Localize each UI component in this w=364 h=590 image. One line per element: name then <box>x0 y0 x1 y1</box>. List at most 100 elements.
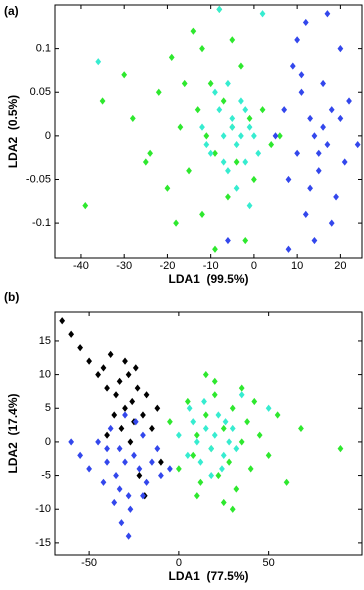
point <box>302 18 309 27</box>
point <box>184 451 191 459</box>
point <box>95 438 101 446</box>
x-axis-label: LDA1 (99.5%) <box>168 272 248 286</box>
point <box>194 106 201 114</box>
point <box>202 411 209 419</box>
point <box>274 411 281 419</box>
point <box>229 36 236 44</box>
point <box>211 391 218 399</box>
point <box>199 123 205 131</box>
point <box>337 445 344 453</box>
point <box>238 132 244 140</box>
y-tick-label: -0.05 <box>26 173 51 185</box>
point <box>246 123 253 131</box>
point <box>216 106 223 114</box>
y-tick-label: 0 <box>45 436 51 448</box>
point <box>127 505 134 513</box>
point <box>175 431 182 439</box>
point <box>233 158 240 166</box>
point <box>307 184 313 192</box>
point <box>328 219 335 227</box>
y-tick-label: -10 <box>35 503 51 515</box>
point <box>268 140 275 149</box>
point <box>229 505 236 513</box>
x-tick-label: 20 <box>334 260 346 272</box>
point <box>136 465 143 473</box>
point <box>233 485 240 493</box>
point <box>238 391 245 399</box>
point <box>265 404 272 412</box>
point <box>168 53 175 61</box>
point <box>225 167 231 175</box>
panel-label: (a) <box>4 4 19 18</box>
point <box>207 79 214 88</box>
point <box>164 184 171 192</box>
point <box>265 451 272 459</box>
point <box>226 458 233 466</box>
point <box>118 424 125 433</box>
point <box>111 498 118 507</box>
point <box>298 424 304 433</box>
point <box>307 114 313 123</box>
point <box>233 445 240 453</box>
y-tick-label: -0.1 <box>32 217 51 229</box>
point <box>229 424 236 433</box>
point <box>324 140 331 149</box>
point <box>259 106 266 114</box>
point <box>127 438 134 446</box>
point <box>122 411 128 419</box>
point <box>122 458 128 466</box>
point <box>154 404 161 412</box>
point <box>104 384 110 392</box>
point <box>302 210 309 218</box>
point <box>158 458 164 466</box>
point <box>242 236 249 245</box>
y-tick-label: 0.05 <box>30 86 51 98</box>
point <box>294 36 301 44</box>
point <box>229 114 236 123</box>
point <box>298 71 305 79</box>
point <box>113 471 119 480</box>
point <box>111 411 118 419</box>
point <box>140 411 146 419</box>
point <box>233 140 240 149</box>
y-axis-label: LDA2 (0.5%) <box>6 95 20 168</box>
point <box>167 418 173 426</box>
y-tick-label: 0 <box>45 130 51 142</box>
point <box>197 478 204 486</box>
point <box>212 149 218 157</box>
point <box>219 465 225 473</box>
point <box>190 451 197 459</box>
point <box>131 451 137 459</box>
panel-label: (b) <box>4 290 19 304</box>
point <box>285 245 292 253</box>
point <box>113 391 119 399</box>
point <box>311 236 318 245</box>
point <box>125 492 132 500</box>
point <box>281 106 288 114</box>
point <box>238 62 244 70</box>
point <box>220 158 227 166</box>
point <box>225 236 231 245</box>
point <box>272 132 279 140</box>
point <box>134 384 141 392</box>
point <box>154 445 161 453</box>
point <box>86 357 92 365</box>
point <box>197 458 204 466</box>
point <box>208 471 215 480</box>
point <box>125 371 132 379</box>
point <box>215 411 222 419</box>
x-tick-label: 0 <box>176 557 182 569</box>
point <box>199 45 205 53</box>
point <box>320 123 326 131</box>
point <box>193 431 200 439</box>
point <box>129 397 136 406</box>
point <box>121 71 128 79</box>
point <box>207 149 214 157</box>
point <box>220 97 227 105</box>
point <box>122 404 128 412</box>
point <box>140 492 146 500</box>
point <box>298 88 305 96</box>
point <box>167 465 173 473</box>
point <box>95 371 101 379</box>
